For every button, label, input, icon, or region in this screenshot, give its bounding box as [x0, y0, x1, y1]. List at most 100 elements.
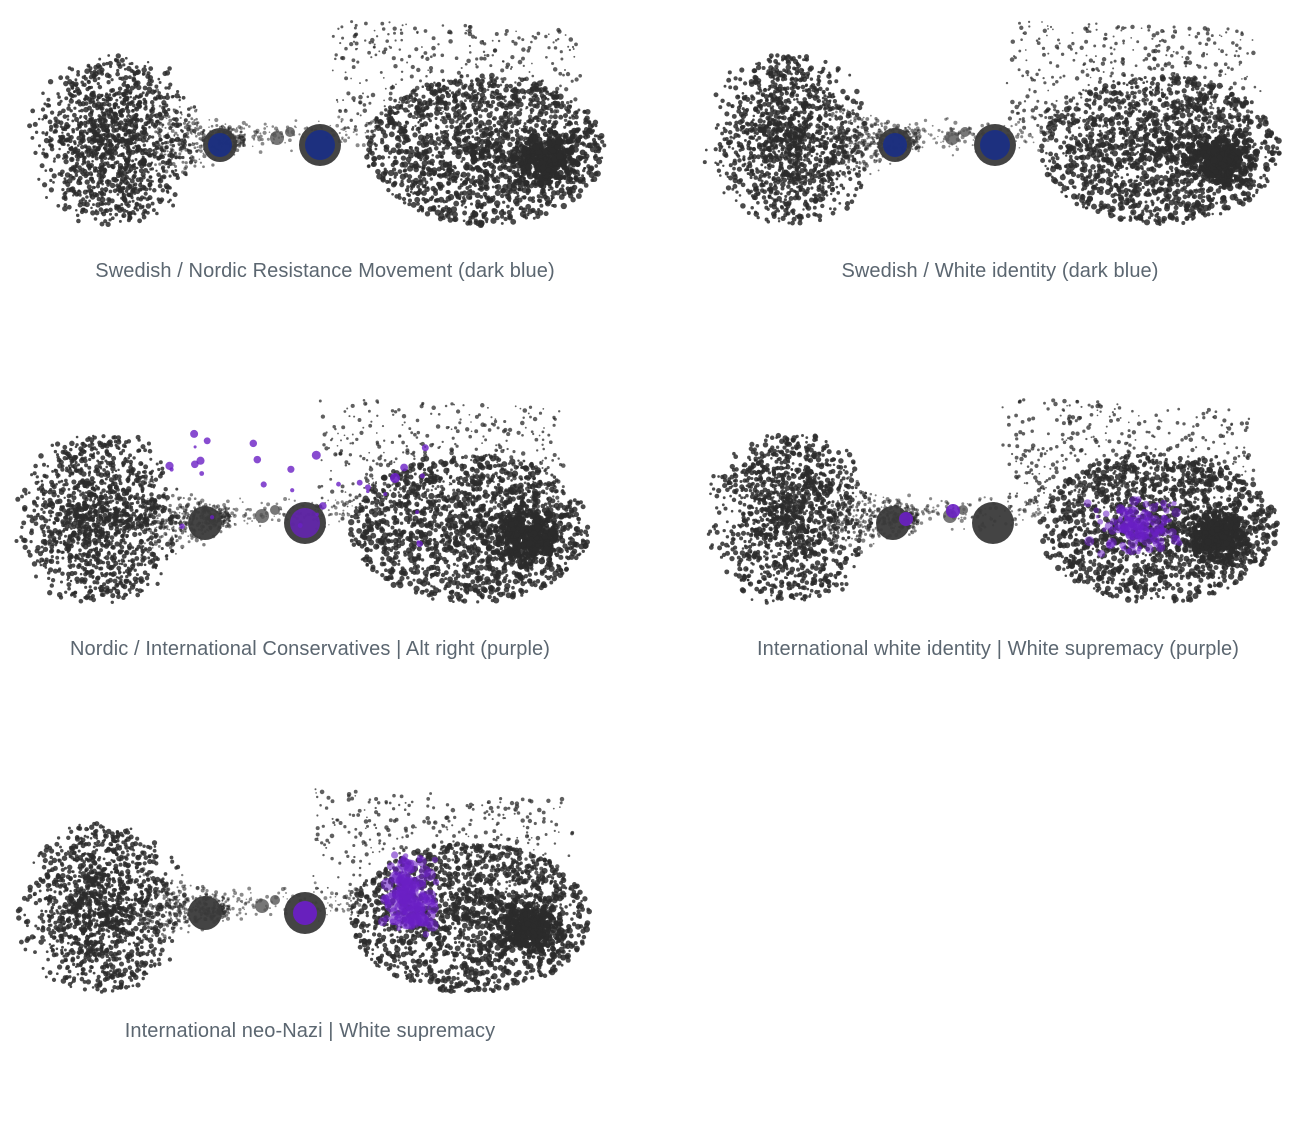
node: [472, 209, 476, 213]
node: [810, 178, 817, 184]
node: [533, 94, 537, 98]
node: [99, 175, 105, 181]
node: [485, 103, 491, 108]
node: [167, 115, 171, 119]
node: [471, 175, 476, 180]
node: [439, 140, 443, 143]
node: [594, 170, 601, 177]
node: [128, 62, 132, 66]
node: [211, 163, 215, 167]
node: [531, 119, 535, 123]
node: [432, 99, 435, 102]
node: [557, 37, 560, 41]
node: [475, 220, 482, 227]
node: [554, 180, 561, 187]
node: [171, 118, 174, 121]
node: [239, 139, 242, 142]
node: [160, 151, 163, 154]
node: [584, 153, 590, 159]
node: [555, 109, 560, 114]
node: [844, 205, 850, 211]
node: [329, 124, 332, 127]
node: [61, 108, 66, 114]
node: [395, 83, 397, 86]
node: [401, 196, 407, 202]
node: [141, 204, 145, 208]
node: [521, 95, 526, 100]
node: [129, 136, 135, 142]
node: [94, 74, 97, 77]
node: [125, 162, 129, 166]
node: [575, 193, 582, 199]
node: [808, 168, 814, 173]
node: [49, 146, 55, 152]
node: [44, 169, 48, 172]
node: [79, 209, 85, 215]
node: [49, 178, 53, 183]
node: [490, 217, 497, 224]
node: [416, 67, 421, 73]
node: [352, 131, 355, 134]
node: [479, 56, 484, 61]
node: [560, 100, 565, 105]
node: [290, 149, 293, 153]
node: [747, 127, 752, 132]
node: [73, 191, 76, 195]
node: [780, 205, 785, 210]
node: [491, 185, 495, 189]
network-graph: [702, 20, 1282, 226]
node: [731, 187, 735, 191]
node: [378, 50, 381, 53]
node: [504, 29, 509, 33]
node: [511, 185, 518, 192]
node: [456, 108, 462, 115]
node: [433, 191, 439, 196]
node: [90, 173, 94, 176]
node: [421, 177, 427, 182]
node: [410, 187, 414, 191]
node: [166, 135, 169, 138]
node: [385, 39, 389, 43]
node: [403, 107, 409, 113]
node: [188, 127, 191, 130]
node: [514, 141, 519, 146]
node: [169, 124, 174, 129]
node: [547, 103, 552, 108]
node: [138, 197, 143, 202]
node: [442, 199, 447, 204]
node: [75, 213, 80, 218]
node: [186, 113, 191, 118]
node: [117, 122, 122, 127]
node: [796, 100, 800, 104]
node: [412, 164, 416, 168]
node: [117, 204, 122, 208]
node: [521, 47, 526, 52]
node: [526, 136, 531, 141]
node: [142, 85, 148, 91]
node: [806, 103, 812, 109]
node: [568, 48, 572, 52]
node: [500, 77, 504, 81]
node: [494, 184, 499, 189]
node: [107, 113, 113, 120]
node: [419, 169, 426, 176]
node: [511, 96, 516, 101]
node: [143, 167, 149, 173]
node: [841, 186, 846, 190]
node: [133, 141, 137, 145]
node: [387, 169, 395, 177]
node: [142, 147, 149, 154]
node: [66, 187, 72, 193]
node: [184, 161, 188, 165]
node: [120, 203, 124, 206]
node: [71, 127, 75, 132]
node: [210, 124, 214, 128]
node: [361, 143, 366, 148]
node: [76, 72, 81, 77]
node: [773, 59, 778, 64]
node: [131, 159, 135, 163]
node: [516, 168, 520, 172]
node: [198, 125, 203, 129]
node: [533, 82, 539, 88]
node: [124, 56, 128, 60]
